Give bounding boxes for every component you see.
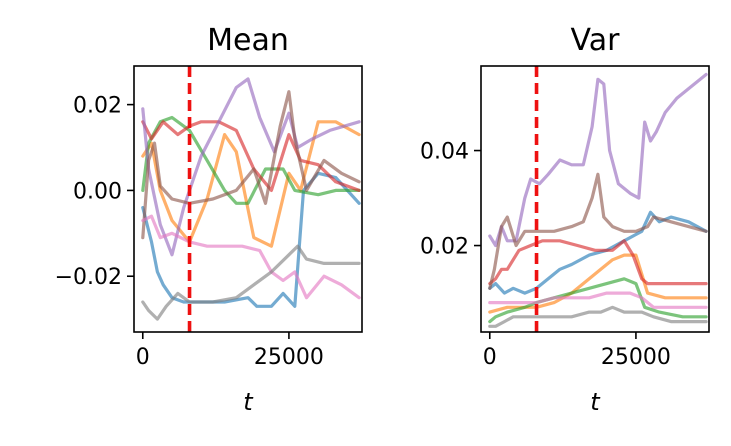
series-line-orange — [141, 120, 361, 248]
y-tick-label: 0.00 — [73, 179, 122, 204]
series-line-blue — [488, 210, 708, 295]
series-line-gray — [141, 244, 361, 321]
plot-frame — [480, 65, 710, 333]
series-line-pink — [488, 291, 708, 309]
y-tick-label: 0.02 — [73, 94, 122, 119]
plot-frame — [133, 65, 363, 333]
x-axis-label: t — [590, 388, 601, 416]
series-line-brown — [141, 90, 361, 240]
y-tick-label: 0.02 — [420, 235, 469, 260]
series-line-red — [141, 120, 361, 192]
series-line-green — [141, 115, 361, 205]
series-line-green — [488, 277, 708, 324]
series-line-pink — [141, 214, 361, 300]
x-tick-label: 0 — [136, 345, 150, 370]
mean-panel: 0 25000 −0.02 0.00 0.02 Mean t — [55, 23, 363, 416]
series-group — [488, 72, 708, 328]
series-line-purple — [141, 77, 361, 257]
chart-title: Var — [571, 23, 621, 58]
var-panel: 0 25000 0.02 0.04 Var t — [420, 23, 710, 416]
chart-title: Mean — [207, 23, 289, 58]
x-tick-label: 0 — [483, 345, 497, 370]
series-line-red — [488, 239, 708, 286]
y-tick-label: −0.02 — [55, 265, 122, 290]
x-tick-label: 25000 — [601, 345, 671, 370]
series-group — [141, 77, 361, 321]
series-line-purple — [488, 72, 708, 248]
series-line-gray — [488, 305, 708, 328]
series-line-brown — [488, 172, 708, 290]
x-axis-label: t — [243, 388, 254, 416]
y-tick-label: 0.04 — [420, 140, 469, 165]
x-tick-label: 25000 — [254, 345, 324, 370]
